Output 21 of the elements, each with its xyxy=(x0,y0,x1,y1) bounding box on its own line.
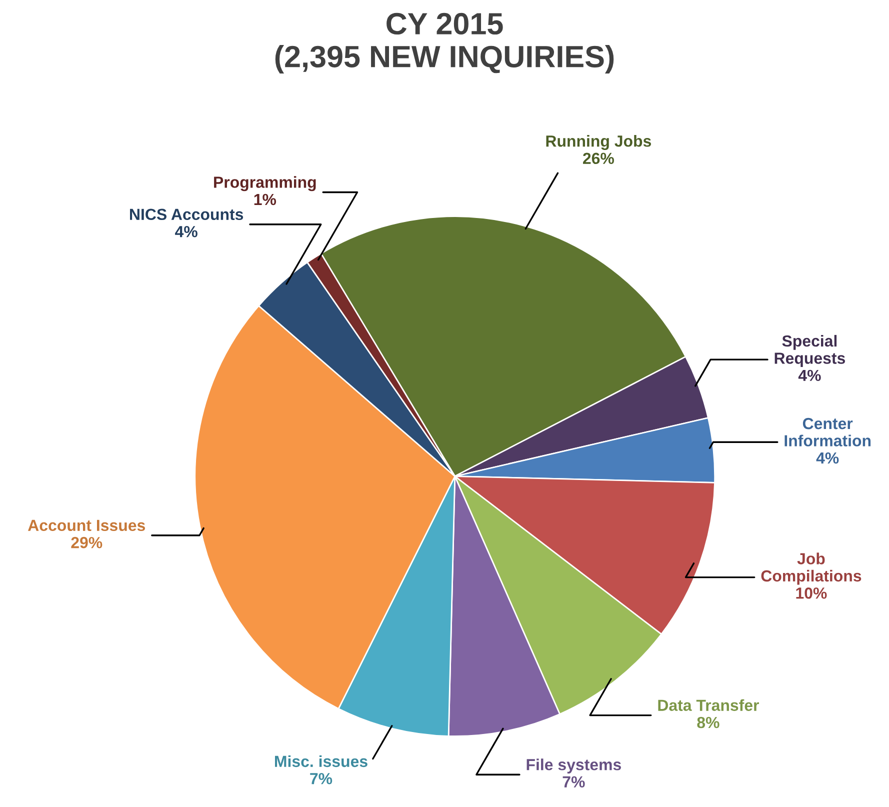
data-label: 8% xyxy=(697,716,720,728)
slice-label: Job Compilations xyxy=(761,552,862,585)
chart-title: CY 2015 (2,395 NEW INQUIRIES) xyxy=(275,12,614,74)
data-label: 4% xyxy=(798,370,821,382)
slice-label: Center Information xyxy=(784,418,871,446)
slice-label: Running Jobs xyxy=(546,135,652,150)
data-label: 4% xyxy=(816,452,839,464)
slice-label: Data Transfer xyxy=(658,699,760,711)
slice-label: NICS Accounts xyxy=(130,208,244,220)
data-label: 1% xyxy=(254,194,276,206)
data-label: 4% xyxy=(175,226,198,238)
data-label: 10% xyxy=(796,587,827,599)
data-label: 29% xyxy=(71,536,102,548)
slice-label: File systems xyxy=(526,758,621,774)
data-label: 7% xyxy=(562,776,585,788)
data-label: 26% xyxy=(583,152,614,164)
slice-label: Account Issues xyxy=(28,520,145,532)
slice-label: Misc. issues xyxy=(275,755,368,768)
data-label: 7% xyxy=(310,773,332,784)
slice-label: Special Requests xyxy=(774,334,846,368)
slice-label: Programming xyxy=(214,176,316,192)
